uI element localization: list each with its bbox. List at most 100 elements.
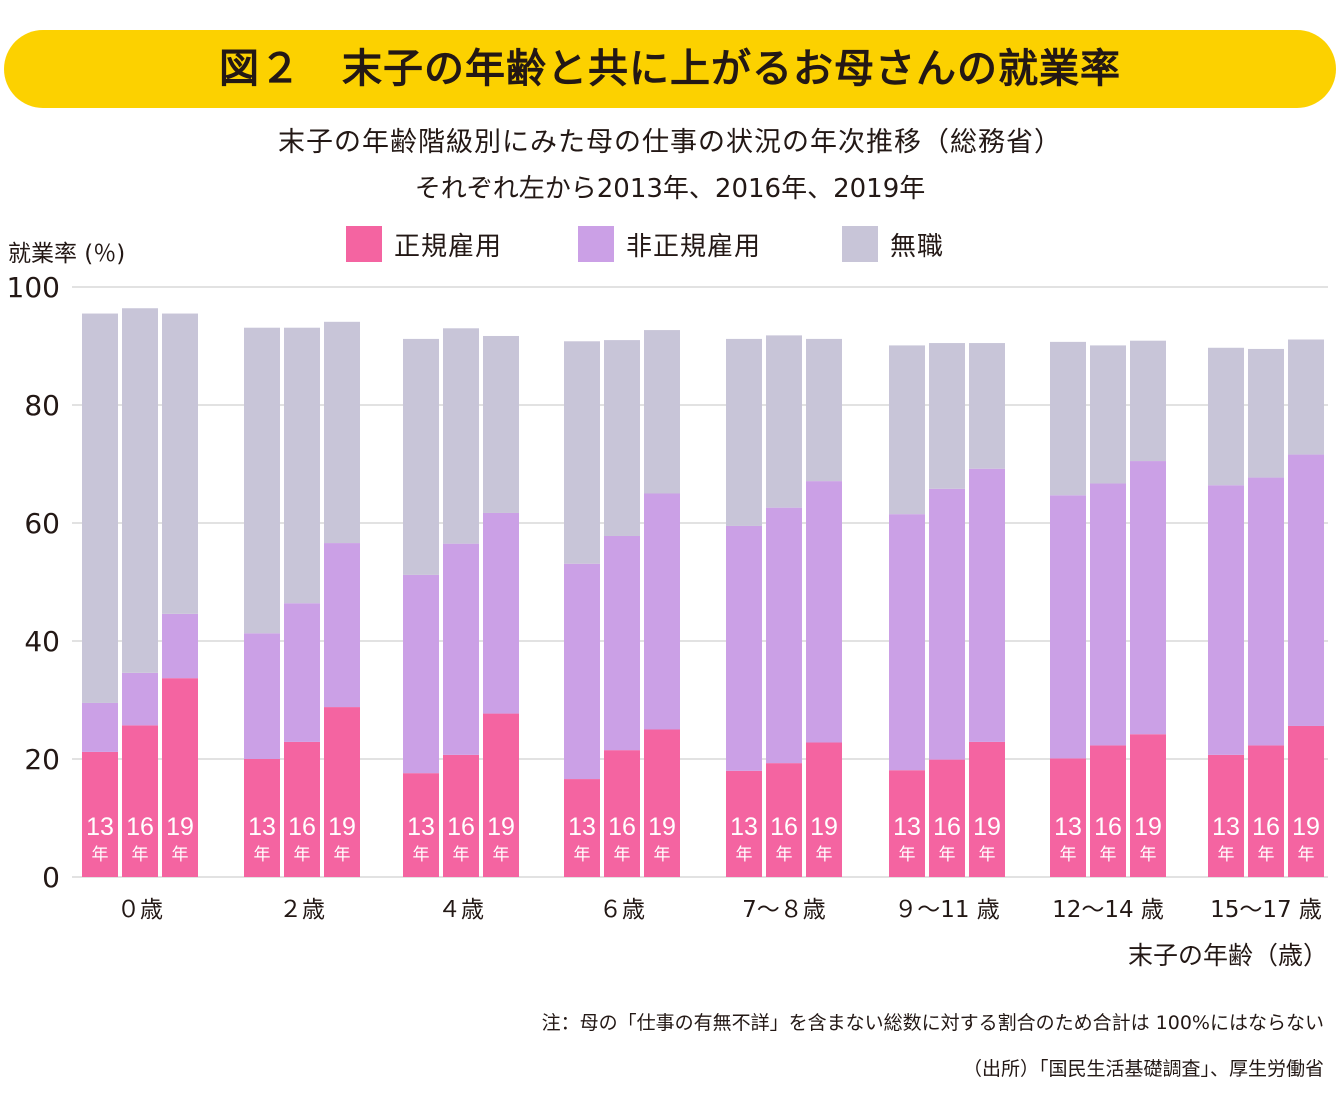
bar-year-suffix: 年 (413, 845, 430, 865)
y-tick-label: 20 (24, 743, 60, 776)
bar-year-label: 19 (810, 813, 838, 841)
bar-segment (726, 770, 762, 877)
bar-year-suffix: 年 (1218, 845, 1235, 865)
figure-title: 図２ 末子の年齢と共に上がるお母さんの就業率 (219, 46, 1121, 92)
bar-year-label: 16 (1094, 813, 1122, 841)
bar-segment (1288, 725, 1324, 877)
bar-segment (1208, 485, 1244, 755)
bar-segment (122, 672, 158, 726)
bar-year-label: 16 (288, 813, 316, 841)
bar-segment (1130, 340, 1166, 462)
legend-label-unemployed: 無職 (890, 231, 945, 262)
bar-year-suffix: 年 (1140, 845, 1157, 865)
bar-segment (1050, 341, 1086, 496)
bar-segment (443, 328, 479, 544)
legend-swatch-non-regular (578, 226, 614, 262)
bar-segment (1050, 495, 1086, 759)
bar-segment (403, 773, 439, 877)
bar-year-label: 19 (973, 813, 1001, 841)
bar-year-label: 19 (1134, 813, 1162, 841)
bar-year-suffix: 年 (1258, 845, 1275, 865)
bar-segment (483, 335, 519, 513)
bar-year-label: 16 (933, 813, 961, 841)
bar-segment (1050, 758, 1086, 877)
bar-segment (284, 603, 320, 742)
bar-year-label: 16 (770, 813, 798, 841)
bar-segment (324, 321, 360, 544)
bar-year-label: 13 (86, 813, 114, 841)
x-category-label: 12〜14 歳 (1052, 897, 1164, 923)
bar-year-suffix: 年 (294, 845, 311, 865)
bar-segment (82, 702, 118, 752)
bar-segment (726, 525, 762, 771)
bar-year-label: 16 (608, 813, 636, 841)
bar-segment (403, 338, 439, 575)
bar-year-suffix: 年 (939, 845, 956, 865)
bar-segment (644, 493, 680, 730)
bar-segment (604, 340, 640, 536)
legend-item-non-regular: 非正規雇用 (578, 226, 761, 262)
bar-segment (766, 763, 802, 877)
bar-segment (443, 754, 479, 877)
bar-year-label: 19 (648, 813, 676, 841)
bar-segment (244, 633, 280, 759)
bar-year-label: 13 (730, 813, 758, 841)
bar-segment (604, 535, 640, 751)
bar-segment (82, 313, 118, 703)
source-note: （出所）「国民生活基礎調査」、厚生労働省 (962, 1058, 1324, 1080)
bar-segment (244, 759, 280, 877)
bar-segment (1248, 477, 1284, 746)
legend-label-regular: 正規雇用 (394, 231, 503, 262)
bar-segment (644, 729, 680, 877)
bar-year-label: 13 (407, 813, 435, 841)
y-tick-label: 80 (24, 389, 60, 422)
y-tick-label: 100 (7, 271, 60, 304)
x-category-label: ４歳 (438, 897, 484, 923)
bar-year-suffix: 年 (1298, 845, 1315, 865)
bar-segment (1248, 348, 1284, 478)
x-category-label: 15〜17 歳 (1210, 897, 1322, 923)
bar-segment (564, 779, 600, 877)
bar-segment (766, 507, 802, 764)
bar-year-suffix: 年 (493, 845, 510, 865)
footnote: 注：母の「仕事の有無不詳」を含まない総数に対する割合のため合計は 100%にはな… (541, 1012, 1324, 1034)
bar-segment (1248, 745, 1284, 877)
bar-year-suffix: 年 (654, 845, 671, 865)
bar-segment (1288, 454, 1324, 726)
bar-segment (889, 345, 925, 515)
bar-segment (969, 741, 1005, 877)
bar-year-suffix: 年 (776, 845, 793, 865)
bar-segment (1130, 461, 1166, 735)
y-tick-label: 0 (42, 861, 60, 894)
bar-segment (1288, 339, 1324, 455)
bar-segment (284, 741, 320, 877)
bar-segment (1090, 745, 1126, 877)
bar-year-suffix: 年 (1060, 845, 1077, 865)
bar-year-suffix: 年 (1100, 845, 1117, 865)
bar-segment (403, 574, 439, 774)
bar-year-label: 19 (328, 813, 356, 841)
bar-year-suffix: 年 (899, 845, 916, 865)
x-category-label: ０歳 (117, 897, 163, 923)
bar-segment (162, 313, 198, 614)
bar-segment (604, 750, 640, 877)
bar-segment (162, 678, 198, 877)
bar-segment (929, 759, 965, 877)
bar-segment (244, 327, 280, 634)
x-category-label: ９〜11 歳 (894, 897, 1000, 923)
bar-segment (324, 543, 360, 708)
bar-segment (929, 343, 965, 489)
bar-year-label: 19 (1292, 813, 1320, 841)
bar-year-label: 19 (487, 813, 515, 841)
bar-segment (889, 514, 925, 771)
x-category-label: ６歳 (599, 897, 645, 923)
bar-year-suffix: 年 (736, 845, 753, 865)
bar-segment (324, 707, 360, 877)
bar-year-suffix: 年 (574, 845, 591, 865)
legend-label-non-regular: 非正規雇用 (626, 231, 762, 262)
bar-segment (1090, 483, 1126, 746)
chart-subtitle-years: それぞれ左から2013年、2016年、2019年 (414, 174, 926, 204)
title-banner: 図２ 末子の年齢と共に上がるお母さんの就業率 (4, 30, 1336, 108)
legend-swatch-unemployed (842, 226, 878, 262)
